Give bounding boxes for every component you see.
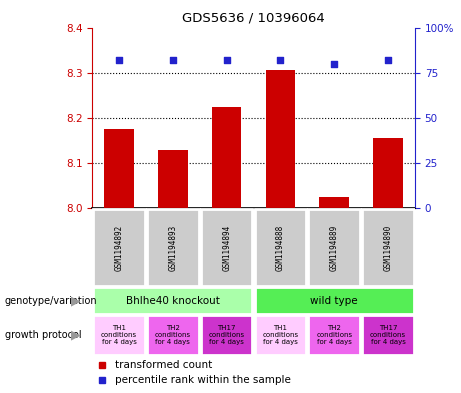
Bar [319, 197, 349, 208]
Text: GSM1194894: GSM1194894 [222, 224, 231, 271]
Text: growth protocol: growth protocol [5, 330, 81, 340]
Bar [147, 209, 199, 286]
Bar [93, 287, 253, 314]
Bar [254, 209, 306, 286]
Text: transformed count: transformed count [115, 360, 212, 370]
Text: GSM1194893: GSM1194893 [168, 224, 177, 271]
Point [384, 57, 392, 63]
Text: TH17
conditions
for 4 days: TH17 conditions for 4 days [370, 325, 406, 345]
Text: TH2
conditions
for 4 days: TH2 conditions for 4 days [316, 325, 352, 345]
Bar [93, 315, 145, 355]
Text: GSM1194889: GSM1194889 [330, 224, 339, 271]
Bar [104, 129, 134, 208]
Bar [362, 209, 414, 286]
Bar [212, 107, 242, 208]
Bar [373, 138, 403, 208]
Text: Bhlhe40 knockout: Bhlhe40 knockout [126, 296, 220, 306]
Text: wild type: wild type [310, 296, 358, 306]
Bar [201, 209, 253, 286]
Bar [158, 149, 188, 208]
Text: TH1
conditions
for 4 days: TH1 conditions for 4 days [262, 325, 299, 345]
Text: ▶: ▶ [71, 329, 81, 342]
Point [223, 57, 230, 63]
Text: genotype/variation: genotype/variation [5, 296, 97, 306]
Text: GSM1194888: GSM1194888 [276, 224, 285, 271]
Text: ▶: ▶ [71, 294, 81, 307]
Text: percentile rank within the sample: percentile rank within the sample [115, 375, 291, 385]
Text: TH2
conditions
for 4 days: TH2 conditions for 4 days [155, 325, 191, 345]
Bar [93, 209, 145, 286]
Bar [266, 70, 295, 208]
Point [115, 57, 123, 63]
Bar [308, 209, 360, 286]
Text: TH17
conditions
for 4 days: TH17 conditions for 4 days [208, 325, 245, 345]
Bar [147, 315, 199, 355]
Point [331, 61, 338, 67]
Bar [308, 315, 360, 355]
Text: GSM1194890: GSM1194890 [384, 224, 392, 271]
Text: GSM1194892: GSM1194892 [115, 224, 124, 271]
Bar [201, 315, 253, 355]
Bar [254, 315, 306, 355]
Title: GDS5636 / 10396064: GDS5636 / 10396064 [182, 12, 325, 25]
Bar [362, 315, 414, 355]
Point [277, 57, 284, 63]
Bar [254, 287, 414, 314]
Text: TH1
conditions
for 4 days: TH1 conditions for 4 days [101, 325, 137, 345]
Point [169, 57, 177, 63]
